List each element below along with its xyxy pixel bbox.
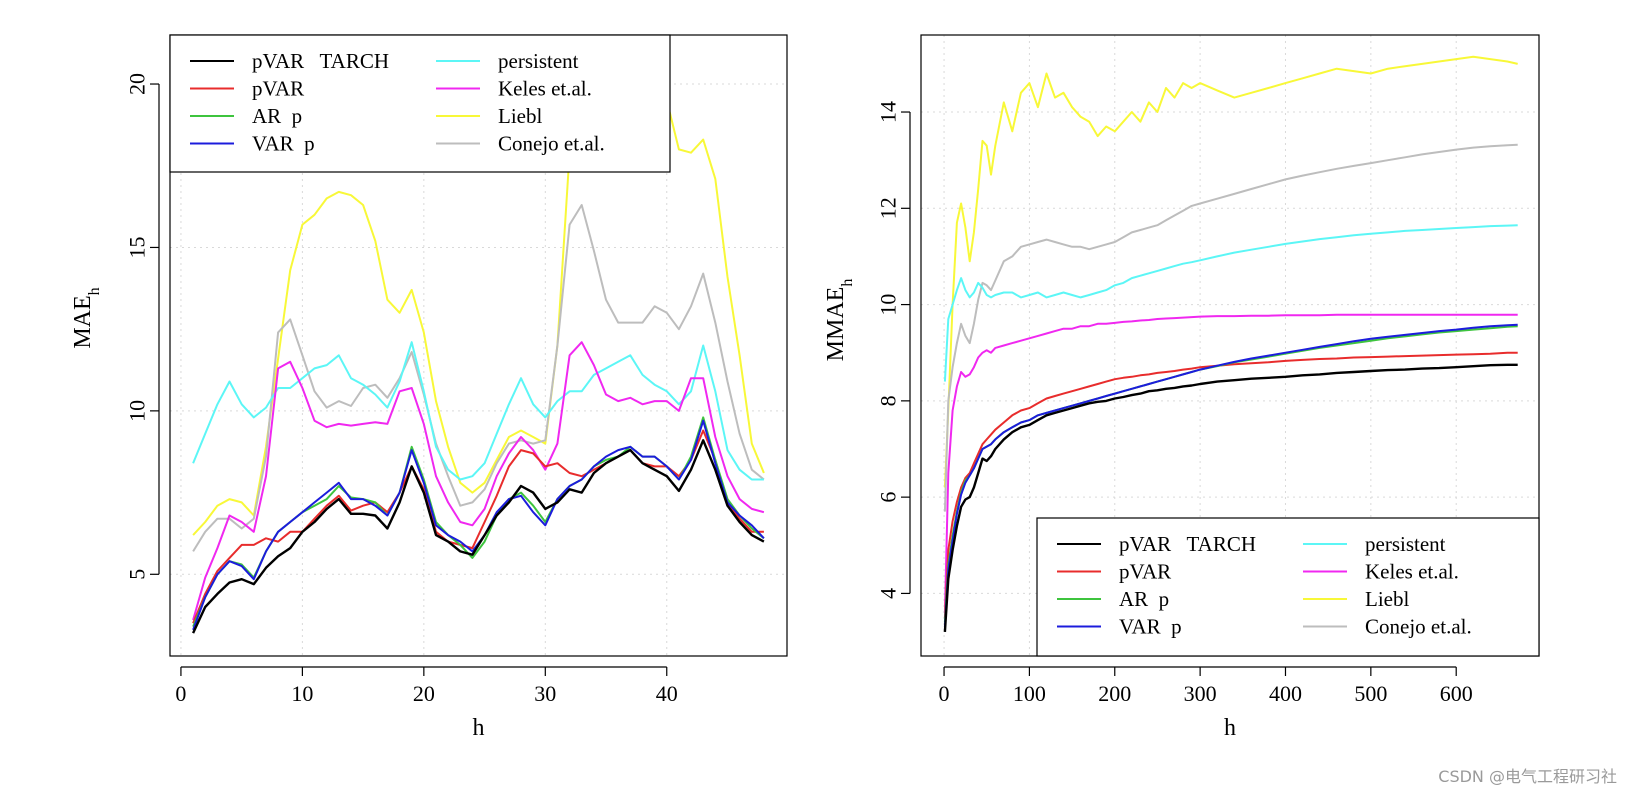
x-tick-label: 20 bbox=[413, 681, 435, 706]
legend-label: VAR p bbox=[1119, 615, 1182, 639]
right-chart-mmae: 0 100 200 300 400 500 600 4 6 8 10 12 14 h MMAEh pVAR T… bbox=[823, 34, 1540, 741]
series-line-persistent bbox=[943, 224, 1518, 382]
legend-label: Keles et.al. bbox=[498, 77, 592, 101]
legend-label: Liebl bbox=[1365, 587, 1409, 611]
series-line-persistent bbox=[192, 341, 764, 481]
x-tick-label: 500 bbox=[1354, 681, 1387, 706]
series-line-keles-et-al bbox=[943, 313, 1518, 613]
legend-box bbox=[169, 34, 671, 173]
x-tick-label: 40 bbox=[656, 681, 678, 706]
legend-box bbox=[1036, 517, 1540, 657]
y-axis-label: MMAEh bbox=[823, 279, 856, 362]
y-axis-label: MAEh bbox=[70, 287, 103, 348]
series-line-conejo-et-al bbox=[943, 143, 1518, 512]
x-tick-label: 100 bbox=[1013, 681, 1046, 706]
series-line-liebl bbox=[943, 55, 1518, 488]
x-axis-label: h bbox=[1224, 715, 1236, 741]
y-tick-label: 10 bbox=[876, 294, 901, 316]
y-tick-label: 6 bbox=[876, 492, 901, 503]
legend-label: pVAR bbox=[1119, 560, 1171, 584]
y-tick-label: 14 bbox=[876, 101, 901, 123]
y-tick-label: 8 bbox=[876, 395, 901, 406]
legend-label: Keles et.al. bbox=[1365, 560, 1459, 584]
legend-label: Liebl bbox=[498, 104, 542, 128]
series-group bbox=[943, 55, 1518, 632]
y-tick-label: 10 bbox=[125, 400, 150, 422]
y-tick-label: 12 bbox=[876, 197, 901, 219]
x-tick-label: 400 bbox=[1269, 681, 1302, 706]
y-tick-label: 5 bbox=[125, 569, 150, 580]
x-tick-label: 10 bbox=[291, 681, 313, 706]
series-line-pvar-tarch bbox=[943, 363, 1518, 632]
legend-label: AR p bbox=[1119, 587, 1169, 611]
legend-label: pVAR bbox=[252, 77, 304, 101]
legend-label: persistent bbox=[1365, 532, 1446, 556]
series-line-pvar bbox=[943, 351, 1518, 618]
legend: pVAR TARCH pVAR AR p VAR p persistent Keles e… bbox=[1036, 517, 1540, 657]
x-tick-label: 300 bbox=[1184, 681, 1217, 706]
watermark-text: CSDN @电气工程研习社 bbox=[1438, 767, 1617, 786]
y-tick-label: 20 bbox=[125, 73, 150, 95]
series-line-var-p bbox=[192, 419, 765, 631]
x-tick-label: 0 bbox=[175, 681, 186, 706]
x-tick-label: 0 bbox=[939, 681, 950, 706]
x-tick-label: 30 bbox=[534, 681, 556, 706]
legend-label: persistent bbox=[498, 49, 579, 73]
legend-label: Conejo et.al. bbox=[1365, 615, 1472, 639]
x-tick-label: 600 bbox=[1440, 681, 1473, 706]
x-axis-label: h bbox=[473, 715, 485, 741]
legend-label: AR p bbox=[252, 104, 302, 128]
legend: pVAR TARCH pVAR AR p VAR p persistent Keles e… bbox=[169, 34, 671, 173]
legend-label: VAR p bbox=[252, 132, 315, 156]
legend-label: pVAR TARCH bbox=[252, 49, 389, 73]
y-tick-label: 4 bbox=[876, 588, 901, 599]
legend-label: pVAR TARCH bbox=[1119, 532, 1256, 556]
x-tick-label: 200 bbox=[1098, 681, 1131, 706]
series-line-conejo-et-al bbox=[192, 204, 765, 552]
series-line-keles-et-al bbox=[192, 341, 765, 621]
left-chart-mae: 0 10 20 30 40 5 10 15 20 h MAEh pVAR TARCH pVAR AR p V… bbox=[70, 34, 788, 741]
y-tick-label: 15 bbox=[125, 236, 150, 258]
series-line-var-p bbox=[943, 323, 1518, 628]
series-line-ar-p bbox=[192, 416, 765, 627]
series-line-pvar bbox=[192, 429, 764, 624]
series-line-pvar-tarch bbox=[192, 439, 765, 634]
legend-label: Conejo et.al. bbox=[498, 132, 605, 156]
